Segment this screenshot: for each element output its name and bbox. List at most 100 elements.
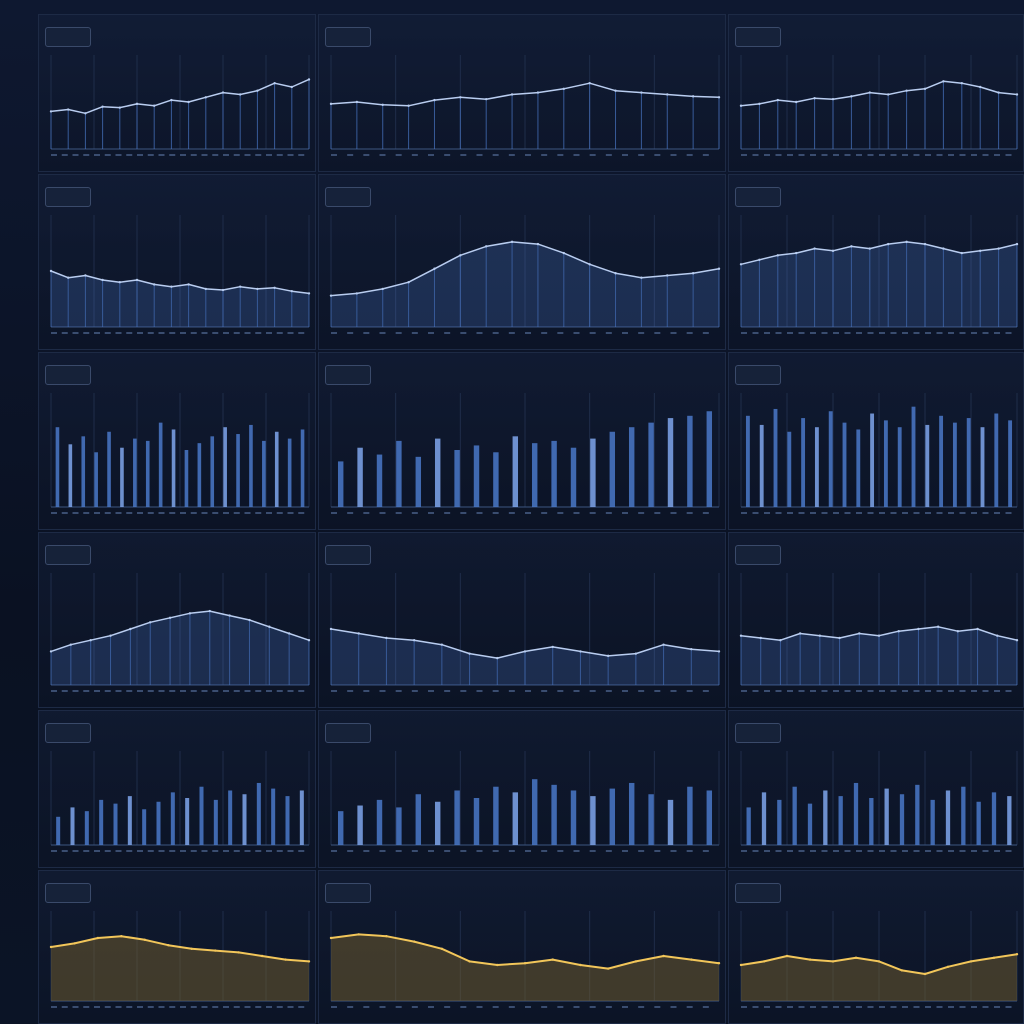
point: [260, 954, 264, 958]
point: [562, 251, 565, 255]
chart-panel[interactable]: [38, 352, 316, 530]
point: [634, 960, 638, 963]
chart-panel[interactable]: [318, 532, 726, 708]
axis-tick: [654, 154, 661, 156]
point: [758, 102, 761, 106]
chart-panel[interactable]: [318, 710, 726, 868]
bar: [493, 786, 499, 845]
chart-panel[interactable]: [728, 174, 1024, 350]
panel-menu-icon[interactable]: [325, 187, 371, 207]
point: [690, 958, 693, 961]
axis-tick: [363, 332, 370, 334]
point: [739, 104, 743, 107]
panel-menu-icon[interactable]: [735, 187, 781, 207]
panel-menu-icon[interactable]: [325, 27, 371, 47]
chart-panel[interactable]: [728, 532, 1024, 708]
point: [1015, 639, 1019, 642]
axis-tick: [890, 332, 897, 334]
panel-menu-icon[interactable]: [45, 27, 91, 47]
chart-panel[interactable]: [38, 870, 316, 1024]
axis-tick: [137, 850, 143, 852]
panel-menu-icon[interactable]: [325, 545, 371, 565]
point: [287, 632, 291, 635]
axis-tick: [331, 1006, 337, 1008]
axis-tick: [959, 1006, 966, 1008]
axis-tick: [890, 690, 897, 692]
chart-canvas: [329, 911, 721, 1008]
chart-panel[interactable]: [318, 14, 726, 172]
bar: [884, 788, 889, 845]
chart-panel[interactable]: [38, 174, 316, 350]
point: [153, 283, 156, 286]
axis-tick: [925, 690, 931, 692]
panel-menu-icon[interactable]: [325, 723, 371, 743]
point: [307, 78, 311, 81]
panel-menu-icon[interactable]: [45, 883, 91, 903]
axis-tick: [476, 850, 483, 852]
axis-tick: [821, 1006, 828, 1008]
point: [897, 630, 900, 633]
axis-tick: [670, 850, 677, 852]
chart-canvas: [49, 911, 311, 1008]
panel-menu-icon[interactable]: [735, 723, 781, 743]
chart-panel[interactable]: [38, 532, 316, 708]
axis-tick: [201, 512, 208, 514]
point: [758, 258, 761, 261]
point: [459, 96, 462, 99]
panel-menu-icon[interactable]: [735, 883, 781, 903]
chart-panel[interactable]: [728, 710, 1024, 868]
panel-menu-icon[interactable]: [325, 365, 371, 385]
chart-panel[interactable]: [728, 14, 1024, 172]
axis-tick: [573, 512, 580, 514]
point: [936, 625, 940, 628]
axis-tick: [971, 850, 977, 852]
bar: [415, 794, 422, 845]
axis-tick: [702, 1006, 709, 1008]
panel-menu-icon[interactable]: [45, 365, 91, 385]
axis-tick: [180, 690, 186, 692]
axis-tick: [180, 850, 186, 852]
axis-tick: [51, 154, 57, 156]
point: [357, 632, 360, 635]
chart-panel[interactable]: [38, 710, 316, 868]
point: [101, 105, 104, 108]
point: [135, 102, 139, 106]
chart-panel[interactable]: [318, 352, 726, 530]
chart-panel[interactable]: [318, 870, 726, 1024]
panel-menu-icon[interactable]: [45, 187, 91, 207]
axis-tick: [298, 154, 305, 156]
point: [407, 281, 410, 284]
panel-menu-icon[interactable]: [735, 27, 781, 47]
point: [588, 82, 591, 85]
axis-tick: [233, 1006, 240, 1008]
chart-panel[interactable]: [38, 14, 316, 172]
axis-tick: [276, 690, 283, 692]
point: [691, 95, 695, 98]
point: [562, 87, 565, 91]
chart-panel[interactable]: [728, 352, 1024, 530]
bar: [184, 450, 189, 507]
axis-tick: [276, 154, 283, 156]
panel-menu-icon[interactable]: [735, 545, 781, 565]
chart-panel[interactable]: [728, 870, 1024, 1024]
bar: [81, 436, 86, 507]
bar: [133, 438, 137, 507]
axis-tick: [379, 1006, 386, 1008]
chart-panel[interactable]: [318, 174, 726, 350]
axis-tick: [428, 332, 434, 334]
bar: [869, 798, 874, 845]
axis-tick: [287, 512, 294, 514]
axis-tick: [126, 1006, 133, 1008]
axis-tick: [890, 850, 897, 852]
panel-menu-icon[interactable]: [325, 883, 371, 903]
point: [329, 936, 333, 940]
bar: [454, 450, 460, 507]
panel-menu-icon[interactable]: [735, 365, 781, 385]
axis-tick: [775, 1006, 782, 1008]
panel-menu-icon[interactable]: [45, 545, 91, 565]
axis-tick: [61, 512, 68, 514]
panel-menu-icon[interactable]: [45, 723, 91, 743]
axis-tick: [879, 154, 885, 156]
axis-tick: [686, 850, 693, 852]
